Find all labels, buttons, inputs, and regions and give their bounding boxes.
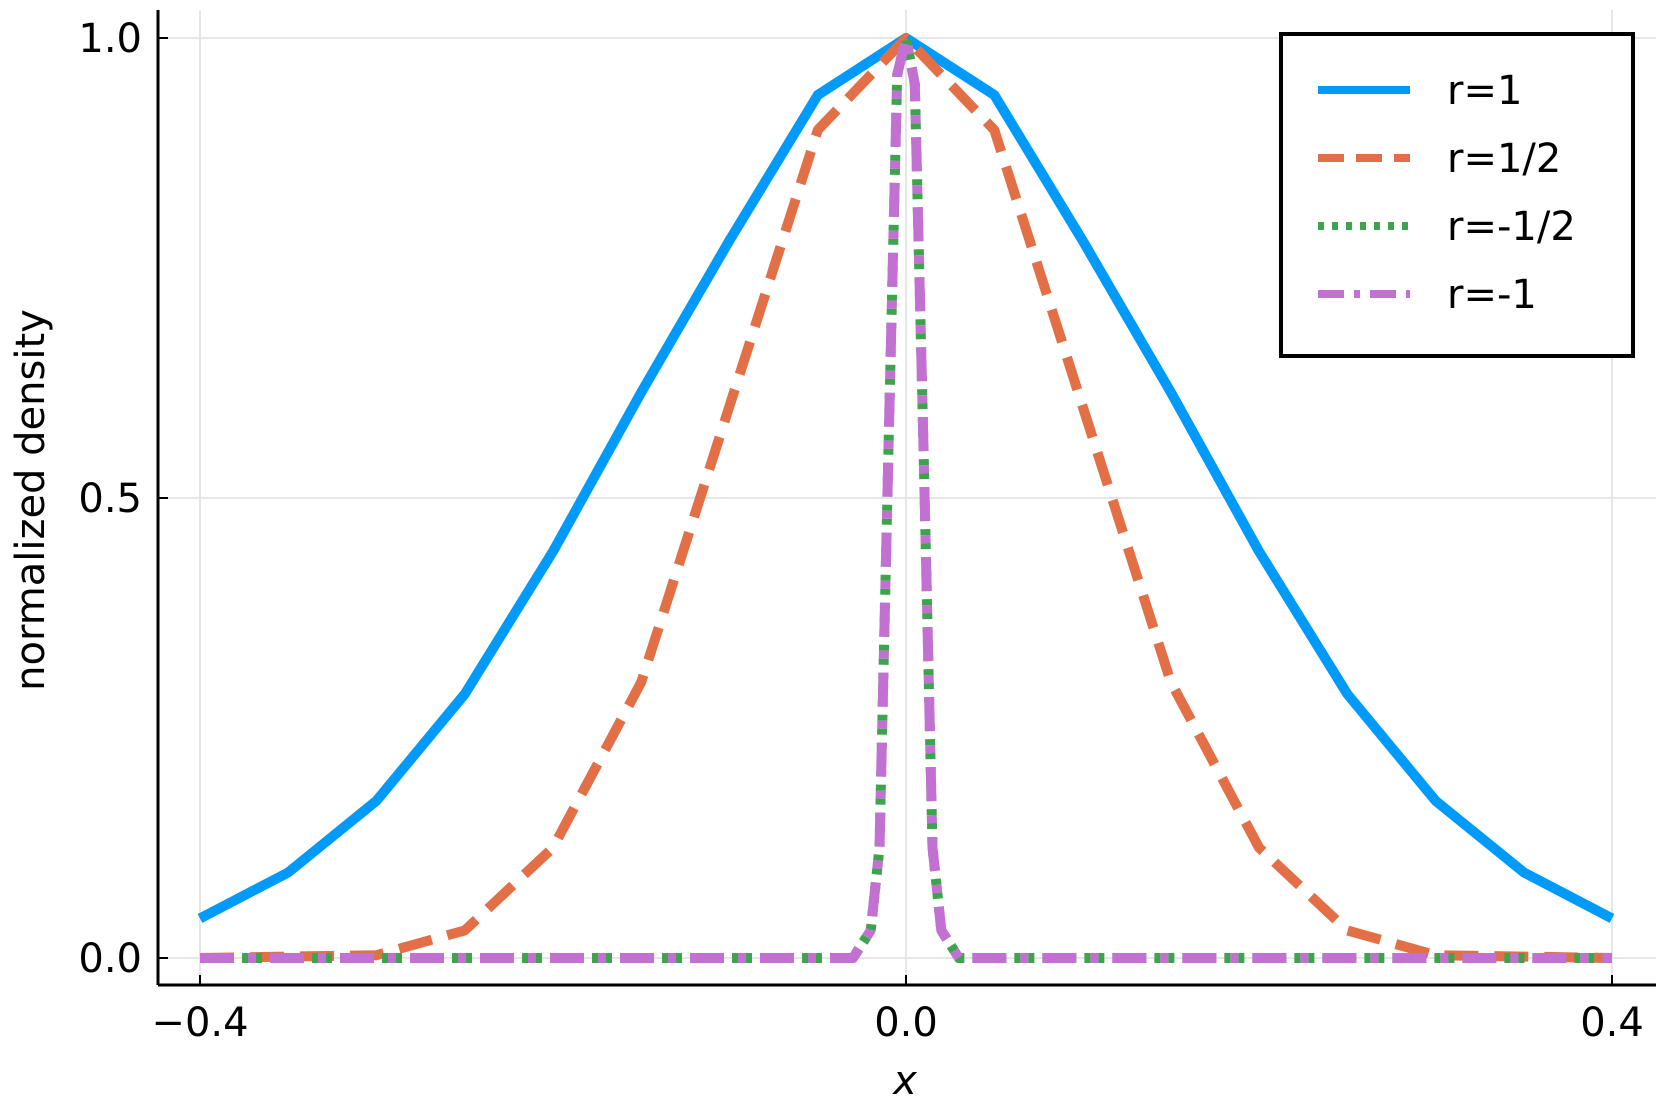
y-tick-label: 1.0 — [78, 16, 142, 62]
x-tick-label: 0.4 — [1580, 1000, 1644, 1046]
axes — [156, 10, 1656, 987]
legend-label: r=-1/2 — [1447, 204, 1576, 250]
y-tick-label: 0.0 — [78, 936, 142, 982]
x-tick-label: 0.0 — [874, 1000, 938, 1046]
legend-label: r=1 — [1447, 68, 1522, 114]
legend-label: r=1/2 — [1447, 136, 1561, 182]
tick-labels: −0.4 0.0 0.40.00.51.0 — [78, 16, 1643, 1046]
series-layer — [197, 33, 1615, 963]
series-line-2 — [199, 33, 1613, 963]
x-axis-label: x — [891, 1058, 917, 1104]
legend-label: r=-1 — [1447, 272, 1537, 318]
series-line-4 — [200, 33, 1612, 963]
legend: r=1 r=1/2 r=-1/2 r=-1 — [1279, 32, 1635, 358]
y-axis-label: normalized density — [8, 309, 54, 691]
x-tick-label: −0.4 — [151, 1000, 248, 1046]
y-tick-label: 0.5 — [78, 476, 142, 522]
